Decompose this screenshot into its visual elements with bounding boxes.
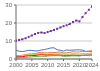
svg-text:20: 20: [8, 20, 13, 26]
svg-text:2015: 2015: [57, 62, 71, 68]
svg-text:2024: 2024: [85, 62, 92, 68]
svg-text:2020: 2020: [72, 62, 86, 69]
svg-text:2000: 2000: [9, 62, 23, 68]
svg-text:0: 0: [9, 56, 13, 62]
svg-text:30: 30: [8, 2, 13, 8]
svg-text:2010: 2010: [41, 62, 55, 68]
svg-text:10: 10: [8, 38, 13, 44]
svg-text:2005: 2005: [25, 62, 39, 68]
